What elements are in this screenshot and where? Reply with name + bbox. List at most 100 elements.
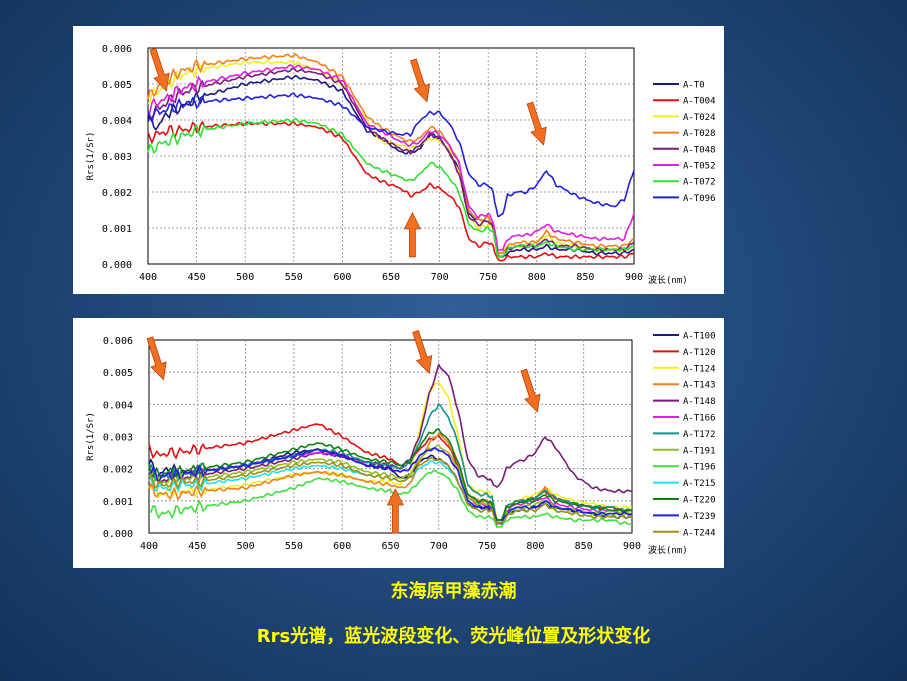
series-line-A-T244 xyxy=(148,456,633,525)
legend-label: A-T148 xyxy=(683,397,716,407)
arrow-shape xyxy=(146,336,167,381)
legend-label: A-T143 xyxy=(683,381,716,391)
arrow-shape xyxy=(412,329,433,375)
legend-label: A-T024 xyxy=(683,113,716,123)
series-line-A-T024 xyxy=(147,59,635,255)
arrow-shape xyxy=(386,488,404,534)
legend-label: A-T004 xyxy=(683,97,716,107)
annotation-arrow xyxy=(412,329,433,375)
x-tick-label: 600 xyxy=(333,272,351,283)
legend-label: A-T052 xyxy=(683,162,716,172)
y-axis-label: Rrs(1/Sr) xyxy=(86,132,96,181)
y-tick-label: 0.001 xyxy=(102,224,132,235)
series-line-A-T196 xyxy=(148,469,633,529)
x-tick-label: 400 xyxy=(140,541,158,552)
x-tick-label: 750 xyxy=(479,272,497,283)
x-tick-label: 550 xyxy=(285,541,303,552)
series-group xyxy=(148,362,633,529)
y-tick-label: 0.004 xyxy=(103,400,133,411)
series-line-A-T148 xyxy=(148,362,633,494)
x-axis-label: 波长(nm) xyxy=(648,544,688,556)
arrow-shape xyxy=(520,368,541,413)
x-tick-label: 650 xyxy=(382,272,400,283)
legend-label: A-T096 xyxy=(683,194,716,204)
legend-label: A-T028 xyxy=(683,129,716,139)
x-tick-label: 850 xyxy=(575,541,593,552)
y-axis-label: Rrs(1/Sr) xyxy=(86,412,96,461)
x-tick-label: 800 xyxy=(526,541,544,552)
x-tick-label: 800 xyxy=(528,272,546,283)
annotation-arrow xyxy=(520,368,541,413)
legend-label: A-T0 xyxy=(683,81,705,91)
annotation-arrow xyxy=(410,58,431,103)
legend-label: A-T124 xyxy=(683,364,716,374)
legend: A-T0 A-T004 A-T024 A-T028 A-T048 A-T052 A-T072… xyxy=(653,81,716,204)
x-tick-label: 400 xyxy=(139,272,157,283)
x-tick-label: 650 xyxy=(381,541,399,552)
arrow-shape xyxy=(149,47,170,92)
x-tick-label: 700 xyxy=(430,541,448,552)
legend-label: A-T120 xyxy=(683,348,716,358)
arrow-shape xyxy=(410,58,431,103)
legend-label: A-T100 xyxy=(683,332,716,342)
annotation-arrow xyxy=(526,101,547,146)
legend-label: A-T191 xyxy=(683,446,716,456)
y-tick-label: 0.001 xyxy=(103,497,133,508)
x-tick-label: 450 xyxy=(188,541,206,552)
legend-label: A-T196 xyxy=(683,463,716,473)
y-tick-label: 0.006 xyxy=(102,44,132,55)
series-line-A-T052 xyxy=(147,63,635,252)
series-line-A-T028 xyxy=(147,53,635,256)
x-tick-label: 700 xyxy=(431,272,449,283)
annotation-arrow xyxy=(403,211,422,258)
series-line-A-T048 xyxy=(147,67,635,258)
x-tick-label: 900 xyxy=(623,541,641,552)
x-tick-label: 450 xyxy=(188,272,206,283)
y-tick-label: 0.002 xyxy=(103,465,133,476)
y-tick-label: 0.005 xyxy=(103,368,133,379)
series-line-A-T239 xyxy=(148,447,633,525)
legend-label: A-T072 xyxy=(683,178,716,188)
arrow-shape xyxy=(526,101,547,146)
series-line-A-T220 xyxy=(148,428,633,522)
caption-subtitle: Rrs光谱，蓝光波段变化、荧光峰位置及形状变化 xyxy=(256,626,651,647)
y-tick-label: 0.003 xyxy=(103,433,133,444)
chart-panel-bottom: 400 450 500 550 600 650 700 750 800 850 900 0.000 0.… xyxy=(73,318,724,568)
legend-label: A-T244 xyxy=(683,528,716,538)
x-tick-label: 500 xyxy=(237,541,255,552)
spectrum-chart-bottom: 400 450 500 550 600 650 700 750 800 850 900 0.000 0.… xyxy=(86,329,716,556)
x-tick-label: 850 xyxy=(576,272,594,283)
y-tick-label: 0.000 xyxy=(102,260,132,271)
series-group xyxy=(147,53,635,262)
x-tick-label: 500 xyxy=(236,272,254,283)
x-axis-label: 波长(nm) xyxy=(648,274,688,286)
y-tick-label: 0.004 xyxy=(102,116,132,127)
legend-label: A-T239 xyxy=(683,512,716,522)
legend-label: A-T048 xyxy=(683,145,716,155)
series-line-A-T0 xyxy=(147,74,635,260)
annotation-arrow xyxy=(149,47,170,92)
series-line-A-T143 xyxy=(148,432,633,522)
annotation-arrow xyxy=(386,488,404,534)
series-line-A-T191 xyxy=(148,444,632,525)
arrow-shape xyxy=(403,211,422,258)
y-tick-label: 0.003 xyxy=(102,152,132,163)
x-tick-label: 750 xyxy=(478,541,496,552)
y-tick-label: 0.006 xyxy=(103,336,133,347)
legend-label: A-T172 xyxy=(683,430,716,440)
x-tick-label: 900 xyxy=(625,272,643,283)
series-line-A-T096 xyxy=(147,92,635,218)
y-tick-label: 0.005 xyxy=(102,80,132,91)
legend-label: A-T220 xyxy=(683,496,716,506)
x-tick-label: 550 xyxy=(285,272,303,283)
legend: A-T100 A-T120 A-T124 A-T143 A-T148 A-T166 A-T1… xyxy=(653,332,716,538)
legend-label: A-T215 xyxy=(683,479,716,489)
y-tick-label: 0.000 xyxy=(103,529,133,540)
x-tick-label: 600 xyxy=(333,541,351,552)
series-line-A-T072 xyxy=(147,117,634,259)
series-line-A-T172 xyxy=(148,402,633,522)
spectrum-chart-top: 400 450 500 550 600 650 700 750 800 850 900 0.000 0.… xyxy=(86,44,716,286)
y-tick-label: 0.002 xyxy=(102,188,132,199)
legend-label: A-T166 xyxy=(683,414,716,424)
annotation-arrow xyxy=(146,336,167,381)
